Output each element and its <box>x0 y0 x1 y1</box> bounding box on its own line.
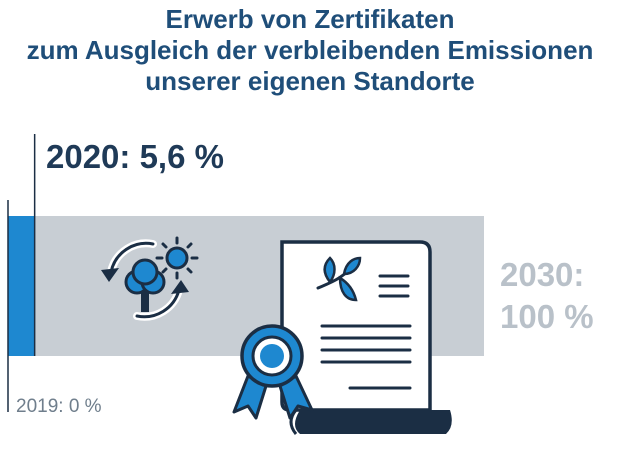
progress-bar-2020 <box>8 216 35 356</box>
chart-title: Erwerb von Zertifikaten zum Ausgleich de… <box>0 4 620 97</box>
label-2030-year: 2030: <box>500 256 585 293</box>
title-line-1: Erwerb von Zertifikaten <box>165 4 455 34</box>
label-2019: 2019: 0 % <box>16 396 102 417</box>
label-2020: 2020: 5,6 % <box>46 138 224 175</box>
label-2030-value: 100 % <box>500 298 594 335</box>
cycle-tree-sun-icon <box>101 236 199 321</box>
rosette-icon <box>232 324 314 420</box>
title-line-2: zum Ausgleich der verbleibenden Emission… <box>26 35 594 65</box>
label-2030: 2030: 100 % <box>500 254 594 338</box>
title-line-3: unserer eigenen Standorte <box>145 66 475 96</box>
certificate-leaf-icon <box>280 240 452 435</box>
